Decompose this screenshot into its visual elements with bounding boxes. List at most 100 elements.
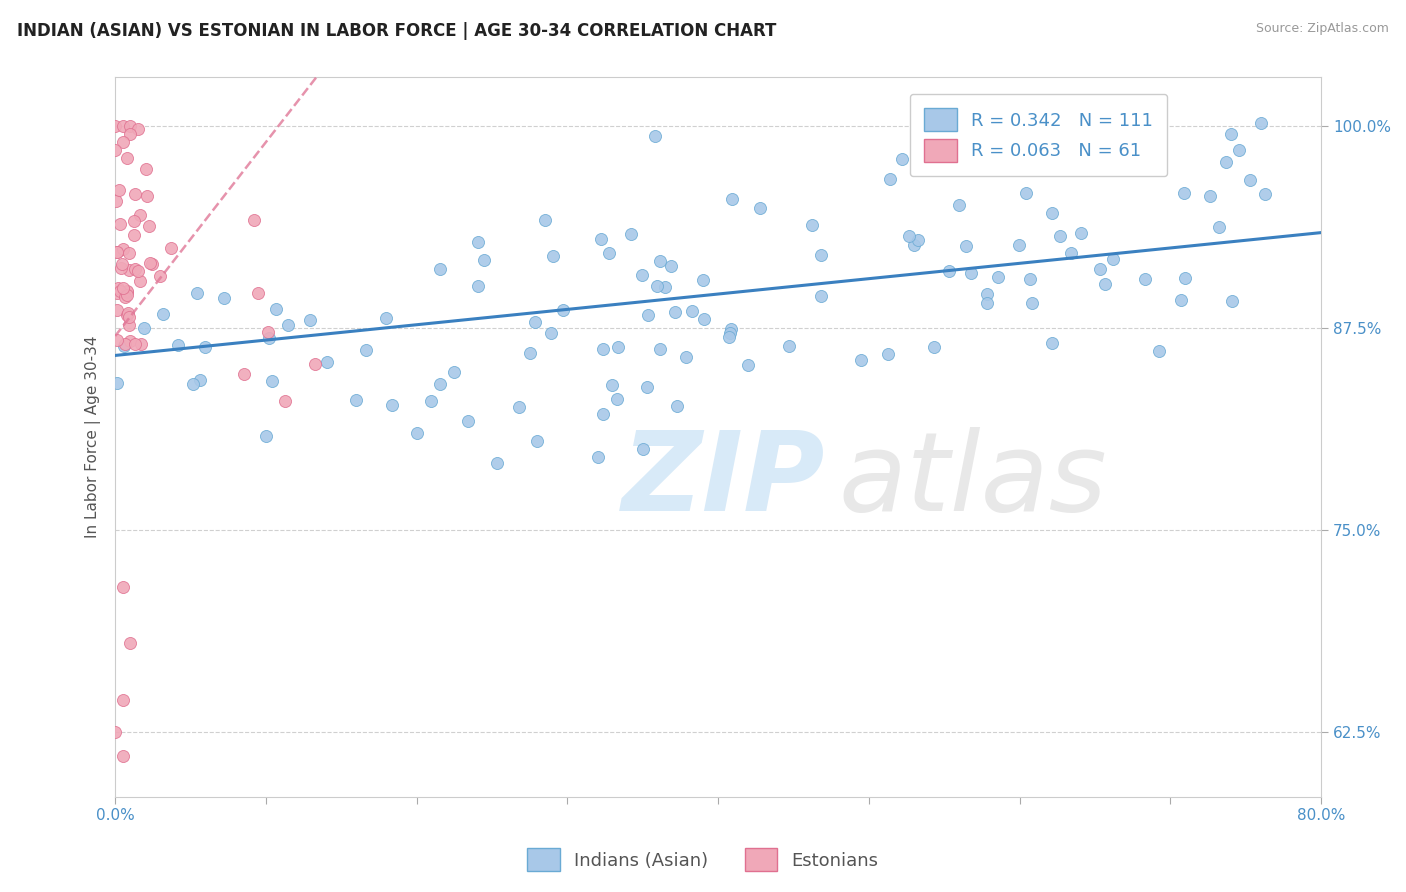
Point	[304, 357, 326, 371]
Point	[592, 342, 614, 356]
Point	[128, 208, 150, 222]
Point	[135, 161, 157, 176]
Point	[108, 218, 131, 232]
Point	[134, 320, 156, 334]
Text: ZIP: ZIP	[621, 426, 825, 533]
Point	[107, 281, 129, 295]
Point	[117, 284, 139, 298]
Point	[1090, 262, 1112, 277]
Point	[541, 250, 564, 264]
Point	[1239, 173, 1261, 187]
Point	[600, 377, 623, 392]
Point	[648, 253, 671, 268]
Point	[111, 580, 134, 594]
Point	[105, 302, 128, 317]
Point	[129, 337, 152, 351]
Legend: Indians (Asian), Estonians: Indians (Asian), Estonians	[520, 841, 886, 879]
Point	[644, 128, 666, 143]
Point	[960, 266, 983, 280]
Point	[105, 245, 128, 260]
Point	[586, 450, 609, 465]
Point	[260, 374, 283, 388]
Point	[907, 233, 929, 247]
Point	[129, 274, 152, 288]
Point	[111, 281, 134, 295]
Point	[110, 261, 132, 276]
Point	[474, 252, 496, 267]
Point	[1040, 336, 1063, 351]
Point	[877, 347, 900, 361]
Point	[264, 301, 287, 316]
Point	[105, 376, 128, 391]
Point	[849, 352, 872, 367]
Point	[631, 442, 654, 457]
Point	[1208, 220, 1230, 235]
Point	[903, 238, 925, 252]
Point	[631, 268, 654, 283]
Point	[720, 192, 742, 206]
Point	[664, 304, 686, 318]
Point	[1015, 186, 1038, 200]
Point	[534, 213, 557, 227]
Point	[277, 318, 299, 333]
Point	[1133, 271, 1156, 285]
Point	[118, 262, 141, 277]
Point	[976, 286, 998, 301]
Point	[118, 310, 141, 324]
Point	[117, 151, 139, 165]
Point	[118, 246, 141, 260]
Point	[1049, 228, 1071, 243]
Point	[118, 318, 141, 332]
Point	[1019, 272, 1042, 286]
Point	[950, 162, 973, 177]
Point	[141, 257, 163, 271]
Point	[922, 340, 945, 354]
Point	[194, 340, 217, 354]
Point	[429, 261, 451, 276]
Point	[778, 338, 800, 352]
Point	[104, 143, 127, 157]
Point	[620, 227, 643, 241]
Point	[955, 239, 977, 253]
Text: atlas: atlas	[839, 426, 1108, 533]
Point	[810, 288, 832, 302]
Point	[675, 351, 697, 365]
Point	[948, 198, 970, 212]
Point	[381, 398, 404, 412]
Point	[166, 338, 188, 352]
Point	[124, 337, 146, 351]
Point	[114, 337, 136, 351]
Point	[636, 380, 658, 394]
Point	[212, 291, 235, 305]
Point	[181, 376, 204, 391]
Point	[637, 309, 659, 323]
Point	[645, 279, 668, 293]
Point	[111, 257, 134, 271]
Point	[1174, 271, 1197, 285]
Point	[120, 127, 142, 141]
Point	[257, 325, 280, 339]
Point	[879, 171, 901, 186]
Point	[429, 377, 451, 392]
Point	[111, 119, 134, 133]
Point	[801, 219, 824, 233]
Point	[1045, 111, 1067, 125]
Point	[117, 308, 139, 322]
Point	[1222, 293, 1244, 308]
Point	[104, 725, 127, 739]
Point	[1170, 293, 1192, 307]
Point	[1219, 127, 1241, 141]
Point	[117, 306, 139, 320]
Point	[648, 343, 671, 357]
Point	[139, 256, 162, 270]
Point	[186, 286, 208, 301]
Point	[976, 295, 998, 310]
Point	[127, 264, 149, 278]
Point	[607, 340, 630, 354]
Point	[1021, 296, 1043, 310]
Point	[138, 219, 160, 233]
Point	[508, 400, 530, 414]
Point	[120, 334, 142, 349]
Point	[104, 119, 127, 133]
Point	[111, 135, 134, 149]
